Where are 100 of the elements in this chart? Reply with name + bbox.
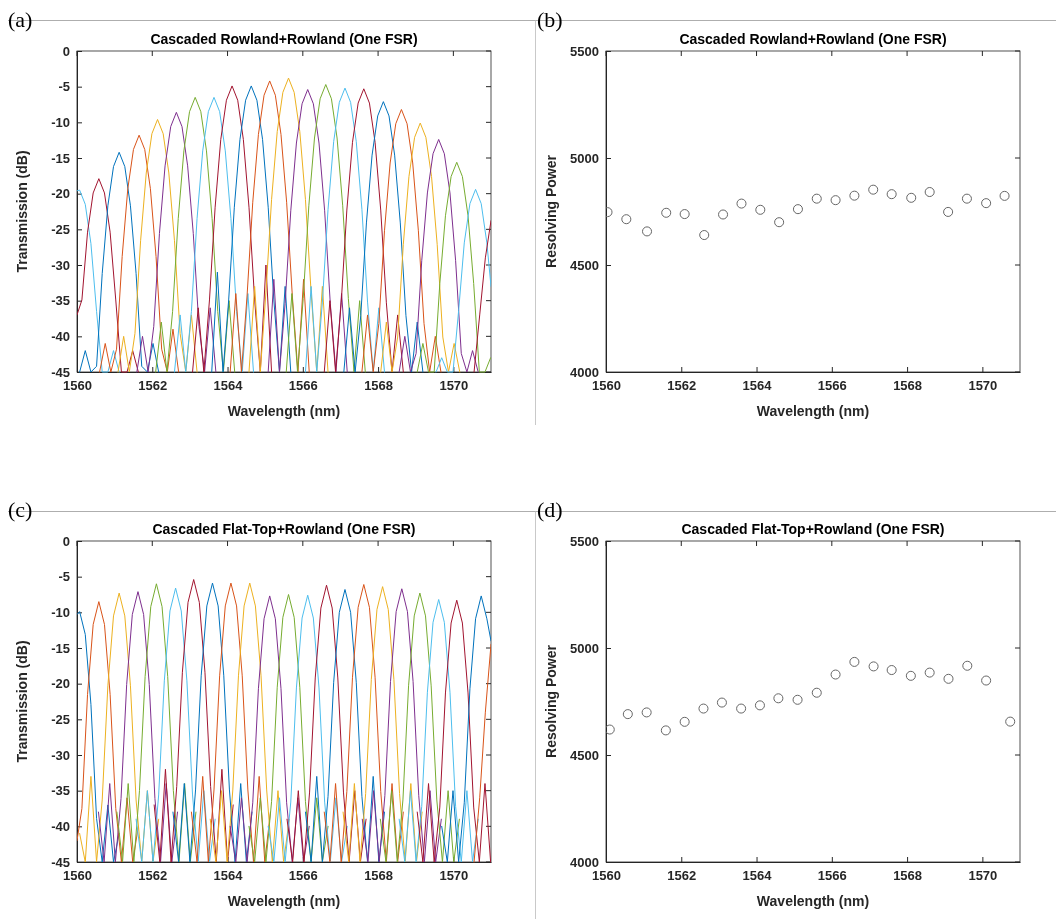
y-tick-label: -35 bbox=[51, 293, 70, 309]
line-series bbox=[323, 88, 404, 373]
point bbox=[962, 660, 973, 671]
y-tick-label: -25 bbox=[51, 221, 70, 237]
point bbox=[679, 209, 690, 220]
point bbox=[886, 189, 897, 200]
y-tick-label: 5500 bbox=[570, 533, 599, 549]
y-tick-label: -40 bbox=[51, 328, 70, 344]
y-tick-label: -10 bbox=[51, 604, 70, 620]
x-tick-label: 1562 bbox=[667, 868, 697, 884]
line-series bbox=[342, 586, 423, 863]
text: (a) bbox=[8, 7, 33, 32]
line-series bbox=[361, 108, 442, 373]
line-series bbox=[379, 592, 460, 863]
point bbox=[811, 193, 822, 204]
y-tick-label: 0 bbox=[62, 43, 70, 59]
point bbox=[660, 725, 671, 736]
point bbox=[981, 198, 992, 209]
text: (c) bbox=[8, 497, 33, 522]
line-series bbox=[77, 189, 120, 373]
x-tick-label: 1566 bbox=[817, 378, 847, 394]
point bbox=[943, 673, 954, 684]
line-series bbox=[136, 111, 217, 373]
point bbox=[641, 707, 652, 718]
y-tick-label: 4000 bbox=[570, 854, 599, 870]
line-series bbox=[323, 584, 404, 863]
y-tick-label: -10 bbox=[51, 114, 70, 130]
point bbox=[699, 230, 710, 241]
line-series bbox=[135, 587, 216, 863]
point bbox=[830, 669, 841, 680]
y-tick-label: 4500 bbox=[570, 747, 599, 763]
x-tick-label: 1570 bbox=[968, 378, 998, 394]
point bbox=[754, 700, 765, 711]
x-tick-label: 1560 bbox=[63, 378, 92, 394]
y-tick-label: -35 bbox=[51, 783, 70, 799]
y-axis-title: Transmission (dB) bbox=[14, 640, 30, 763]
text: (d) bbox=[537, 497, 563, 522]
line-series bbox=[77, 601, 139, 863]
line-series bbox=[117, 118, 198, 373]
x-axis-title: Wavelength (nm) bbox=[756, 893, 870, 909]
point bbox=[906, 192, 917, 203]
point bbox=[981, 675, 992, 686]
point bbox=[736, 703, 747, 714]
x-tick-label: 1564 bbox=[213, 868, 244, 884]
line-series bbox=[398, 138, 479, 373]
point bbox=[774, 217, 785, 228]
line-series bbox=[77, 178, 139, 373]
y-tick-label: -15 bbox=[51, 150, 70, 166]
line-series bbox=[190, 582, 271, 863]
line-series bbox=[172, 582, 253, 863]
chart-title: Cascaded Rowland+Rowland (One FSR) bbox=[679, 31, 947, 47]
x-tick-label: 1564 bbox=[742, 378, 773, 394]
point bbox=[924, 667, 935, 678]
point bbox=[736, 198, 747, 209]
x-tick-label: 1562 bbox=[138, 868, 168, 884]
line-series bbox=[116, 583, 197, 863]
x-tick-label: 1570 bbox=[439, 868, 469, 884]
point bbox=[868, 661, 879, 672]
x-tick-label: 1560 bbox=[592, 378, 621, 394]
line-series bbox=[416, 161, 491, 373]
point bbox=[718, 209, 729, 220]
point bbox=[716, 697, 727, 708]
x-tick-label: 1568 bbox=[893, 378, 923, 394]
x-tick-label: 1562 bbox=[138, 378, 168, 394]
y-tick-label: -25 bbox=[51, 711, 70, 727]
line-series bbox=[155, 96, 236, 373]
point bbox=[698, 703, 709, 714]
chart-title: Cascaded Rowland+Rowland (One FSR) bbox=[150, 31, 418, 47]
line-series bbox=[398, 598, 479, 863]
line-series bbox=[192, 85, 273, 373]
y-axis-title: Resolving Power bbox=[543, 154, 559, 268]
y-tick-label: 0 bbox=[62, 533, 70, 549]
line-series bbox=[380, 122, 461, 373]
point bbox=[621, 214, 632, 225]
line-series bbox=[153, 579, 234, 863]
point bbox=[943, 206, 954, 217]
line-series bbox=[473, 643, 491, 863]
point bbox=[849, 656, 860, 667]
line-series bbox=[304, 87, 385, 373]
y-tick-label: -5 bbox=[58, 569, 70, 585]
y-tick-label: 5000 bbox=[570, 640, 599, 656]
line-series bbox=[79, 151, 160, 373]
x-tick-label: 1564 bbox=[213, 378, 244, 394]
x-tick-label: 1570 bbox=[439, 378, 469, 394]
line-series bbox=[267, 594, 348, 863]
point bbox=[868, 184, 879, 195]
point bbox=[999, 190, 1010, 201]
y-tick-label: 4000 bbox=[570, 364, 599, 380]
x-tick-label: 1568 bbox=[364, 868, 394, 884]
x-tick-label: 1560 bbox=[592, 868, 621, 884]
y-tick-label: -45 bbox=[51, 364, 70, 380]
y-tick-label: -20 bbox=[51, 676, 70, 692]
y-tick-label: -45 bbox=[51, 854, 70, 870]
point bbox=[773, 693, 784, 704]
y-tick-label: 5000 bbox=[570, 150, 599, 166]
line-series bbox=[343, 101, 424, 373]
line-series bbox=[435, 188, 491, 373]
point bbox=[849, 190, 860, 201]
x-tick-label: 1566 bbox=[288, 868, 318, 884]
line-series bbox=[248, 77, 329, 373]
